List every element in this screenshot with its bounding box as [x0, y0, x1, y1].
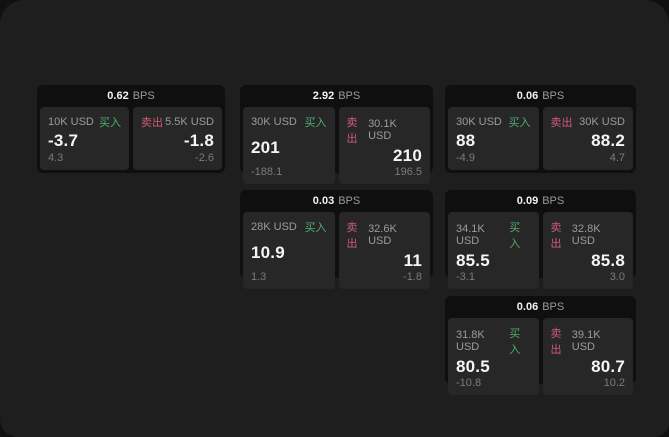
sell-price: 210: [393, 146, 422, 165]
quote-panels: 34.1K USD 买入 85.5 -3.1 卖出 32.8K USD 85.8…: [445, 212, 636, 292]
quote-panels: 10K USD 买入 -3.7 4.3 卖出 5.5K USD -1.8 -2.…: [37, 107, 225, 173]
sell-panel[interactable]: 卖出 39.1K USD 80.7 10.2: [542, 318, 633, 395]
quote-panels: 28K USD 买入 10.9 1.3 卖出 32.6K USD 11 -1.8: [240, 212, 433, 292]
buy-amount: 34.1K USD: [456, 223, 485, 247]
sell-label: 卖出: [346, 222, 358, 250]
sell-label: 卖出: [550, 222, 562, 250]
quote-card: 2.92 BPS 30K USD 买入 201 -188.1 卖出 30.1K …: [240, 85, 433, 184]
buy-panel[interactable]: 31.8K USD 买入 80.5 -10.8: [448, 318, 539, 395]
quote-panels: 31.8K USD 买入 80.5 -10.8 卖出 39.1K USD 80.…: [445, 318, 636, 398]
buy-panel[interactable]: 34.1K USD 买入 85.5 -3.1: [448, 212, 539, 289]
buy-amount: 30K USD: [456, 116, 502, 128]
sell-sub-value: -2.6: [195, 152, 214, 164]
buy-sub-value: -3.1: [456, 271, 475, 283]
buy-price: 10.9: [251, 243, 285, 262]
quote-card: 0.03 BPS 28K USD 买入 10.9 1.3 卖出 32.6K US…: [240, 190, 433, 289]
buy-label: 买入: [99, 117, 121, 129]
sell-price: 80.7: [591, 357, 625, 376]
sell-amount: 5.5K USD: [165, 116, 214, 128]
buy-price: 201: [251, 138, 280, 157]
bps-header: 0.09 BPS: [445, 190, 636, 212]
bps-value: 0.09: [516, 195, 539, 207]
buy-price: -3.7: [48, 131, 79, 150]
bps-header: 0.06 BPS: [445, 85, 636, 107]
buy-sub-value: -10.8: [456, 377, 482, 389]
sell-label: 卖出: [550, 117, 573, 129]
buy-label: 买入: [509, 222, 521, 250]
bps-unit-label: BPS: [542, 195, 565, 207]
sell-price: -1.8: [183, 131, 214, 150]
buy-label: 买入: [509, 328, 521, 356]
bps-unit-label: BPS: [542, 90, 565, 102]
buy-price: 88: [456, 131, 476, 150]
sell-panel[interactable]: 卖出 30K USD 88.2 4.7: [542, 107, 633, 170]
buy-sub-value: 1.3: [251, 271, 267, 283]
buy-label: 买入: [508, 117, 531, 129]
buy-sub-value: -188.1: [251, 166, 283, 178]
bps-unit-label: BPS: [542, 301, 565, 313]
sell-sub-value: 4.7: [609, 152, 625, 164]
sell-price: 11: [403, 251, 422, 270]
bps-header: 0.06 BPS: [445, 296, 636, 318]
quote-card: 0.06 BPS 31.8K USD 买入 80.5 -10.8 卖出 39.1…: [445, 296, 636, 395]
quote-card: 0.09 BPS 34.1K USD 买入 85.5 -3.1 卖出 32.8K…: [445, 190, 636, 289]
buy-sub-value: 4.3: [48, 152, 64, 164]
bps-unit-label: BPS: [338, 90, 361, 102]
buy-panel[interactable]: 28K USD 买入 10.9 1.3: [243, 212, 335, 289]
sell-sub-value: 10.2: [603, 377, 625, 389]
buy-price: 80.5: [456, 357, 490, 376]
bps-header: 2.92 BPS: [240, 85, 433, 107]
bps-value: 0.06: [516, 301, 539, 313]
sell-amount: 39.1K USD: [571, 329, 601, 353]
sell-panel[interactable]: 卖出 32.8K USD 85.8 3.0: [542, 212, 633, 289]
buy-amount: 10K USD: [48, 116, 94, 128]
sell-amount: 32.6K USD: [368, 223, 397, 247]
buy-amount: 30K USD: [251, 116, 297, 128]
buy-panel[interactable]: 30K USD 买入 88 -4.9: [448, 107, 539, 170]
buy-price: 85.5: [456, 251, 490, 270]
bps-value: 2.92: [312, 90, 335, 102]
bps-header: 0.03 BPS: [240, 190, 433, 212]
buy-amount: 31.8K USD: [456, 329, 485, 353]
quote-panels: 30K USD 买入 88 -4.9 卖出 30K USD 88.2 4.7: [445, 107, 636, 173]
sell-sub-value: 196.5: [394, 166, 422, 178]
buy-amount: 28K USD: [251, 221, 297, 233]
sell-sub-value: 3.0: [609, 271, 625, 283]
buy-label: 买入: [304, 222, 327, 234]
sell-panel[interactable]: 卖出 32.6K USD 11 -1.8: [338, 212, 430, 289]
quote-card: 0.62 BPS 10K USD 买入 -3.7 4.3 卖出 5.5K USD…: [37, 85, 225, 173]
sell-label: 卖出: [550, 328, 562, 356]
sell-price: 85.8: [591, 251, 625, 270]
buy-panel[interactable]: 10K USD 买入 -3.7 4.3: [40, 107, 129, 170]
sell-label: 卖出: [346, 117, 358, 145]
bps-value: 0.62: [107, 90, 129, 102]
quote-card: 0.06 BPS 30K USD 买入 88 -4.9 卖出 30K USD 8…: [445, 85, 636, 173]
quote-panels: 30K USD 买入 201 -188.1 卖出 30.1K USD 210 1…: [240, 107, 433, 187]
buy-panel[interactable]: 30K USD 买入 201 -188.1: [243, 107, 335, 184]
buy-label: 买入: [304, 117, 327, 129]
bps-value: 0.03: [312, 195, 335, 207]
sell-panel[interactable]: 卖出 30.1K USD 210 196.5: [338, 107, 430, 184]
sell-price: 88.2: [591, 131, 625, 150]
sell-amount: 32.8K USD: [571, 223, 601, 247]
bps-header: 0.62 BPS: [37, 85, 225, 107]
sell-panel[interactable]: 卖出 5.5K USD -1.8 -2.6: [133, 107, 222, 170]
sell-amount: 30K USD: [579, 116, 625, 128]
bps-value: 0.06: [516, 90, 539, 102]
sell-label: 卖出: [141, 117, 163, 129]
bps-unit-label: BPS: [132, 90, 155, 102]
sell-sub-value: -1.8: [403, 271, 422, 283]
sell-amount: 30.1K USD: [368, 118, 397, 142]
bps-unit-label: BPS: [338, 195, 361, 207]
buy-sub-value: -4.9: [456, 152, 475, 164]
